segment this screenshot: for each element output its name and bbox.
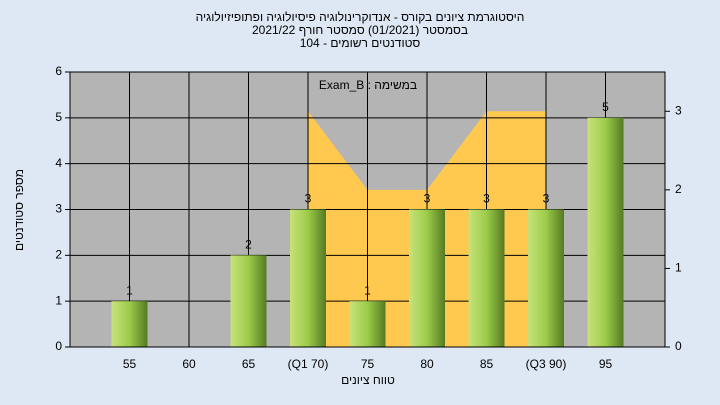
x-tick-label: 65 [242,357,256,371]
value-label: 5 [602,100,609,114]
x-tick-label: 55 [123,357,137,371]
value-label: 1 [364,283,371,297]
value-label: 3 [424,192,431,206]
title-line: היסטוגרמת ציונים בקורס - אנדוקרינולוגיה … [196,10,525,24]
title-line: סטודנטים רשומים - 104 [300,36,421,50]
value-label: 3 [305,192,312,206]
plot-frame [69,71,666,348]
y2-tick-label: 1 [675,261,682,275]
x-tick-label: (Q3 90) [526,357,567,371]
value-label: 1 [126,283,133,297]
x-tick-label: 75 [361,357,375,371]
bar [349,301,386,347]
y-axis-label: מספר סטודנטים [12,169,26,251]
x-tick-label: 95 [599,357,613,371]
y2-tick-label: 3 [675,103,682,117]
y-tick-label: 5 [55,110,62,124]
title-line: בסמסטר (01/2021) סמסטר חורף 2021/22 [252,23,468,37]
x-tick-label: 85 [480,357,494,371]
bar [587,117,624,347]
y2-tick-label: 0 [675,339,682,353]
y-tick-label: 1 [55,293,62,307]
x-axis-label: טווח ציונים [341,373,395,387]
y-tick-label: 0 [55,339,62,353]
bar [528,209,564,347]
x-tick-label: 80 [420,357,434,371]
y-tick-label: 2 [55,248,62,262]
bar [468,209,505,347]
bar [290,209,326,347]
y-tick-label: 3 [55,202,62,216]
bar [111,301,148,347]
value-label: 3 [483,192,490,206]
bar [230,255,267,347]
y-tick-label: 4 [55,156,62,170]
value-label: 3 [543,192,550,206]
bar [409,209,445,347]
y-tick-label: 6 [55,64,62,78]
y2-tick-label: 2 [675,182,682,196]
x-tick-label: 60 [182,357,196,371]
x-tick-label: (Q1 70) [288,357,329,371]
value-label: 2 [245,238,252,252]
